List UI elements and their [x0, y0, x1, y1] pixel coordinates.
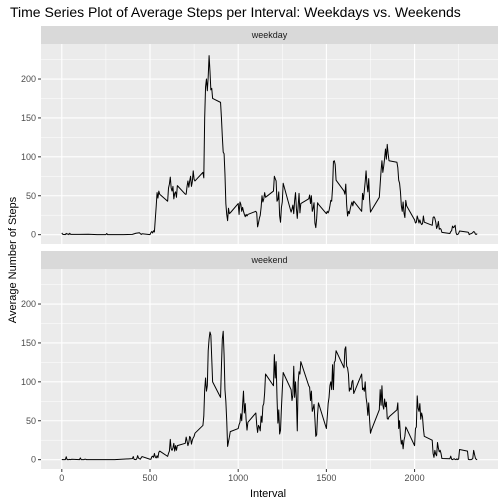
strip-background — [41, 251, 498, 269]
x-tick-label: 1000 — [228, 473, 248, 483]
panel-background — [41, 44, 498, 244]
x-tick-label: 0 — [59, 473, 64, 483]
facet-panel-weekday: weekday 0 50 100 150 200 — [21, 26, 498, 244]
strip-background — [41, 26, 498, 44]
x-tick-label: 2000 — [405, 473, 425, 483]
chart-title: Time Series Plot of Average Steps per In… — [10, 4, 461, 20]
y-tick-label: 0 — [31, 230, 36, 240]
strip-label-weekend: weekend — [250, 255, 287, 265]
y-tick-label: 50 — [26, 416, 36, 426]
y-axis-title: Average Number of Steps — [7, 196, 19, 323]
y-tick-label: 200 — [21, 299, 36, 309]
series-line-weekend — [61, 330, 478, 461]
y-tick-label: 50 — [26, 191, 36, 201]
x-tick-label: 500 — [142, 473, 157, 483]
y-tick-label: 100 — [21, 377, 36, 387]
x-axis-title: Interval — [250, 488, 286, 500]
facet-panel-weekend: weekend 0 50 100 150 200 — [21, 251, 498, 469]
y-tick-label: 100 — [21, 152, 36, 162]
panel-background — [41, 269, 498, 469]
series-line-weekday — [61, 55, 478, 236]
y-tick-label: 0 — [31, 455, 36, 465]
y-tick-label: 150 — [21, 338, 36, 348]
x-tick-label: 1500 — [316, 473, 336, 483]
y-tick-label: 200 — [21, 74, 36, 84]
y-tick-label: 150 — [21, 113, 36, 123]
strip-label-weekday: weekday — [251, 30, 288, 40]
